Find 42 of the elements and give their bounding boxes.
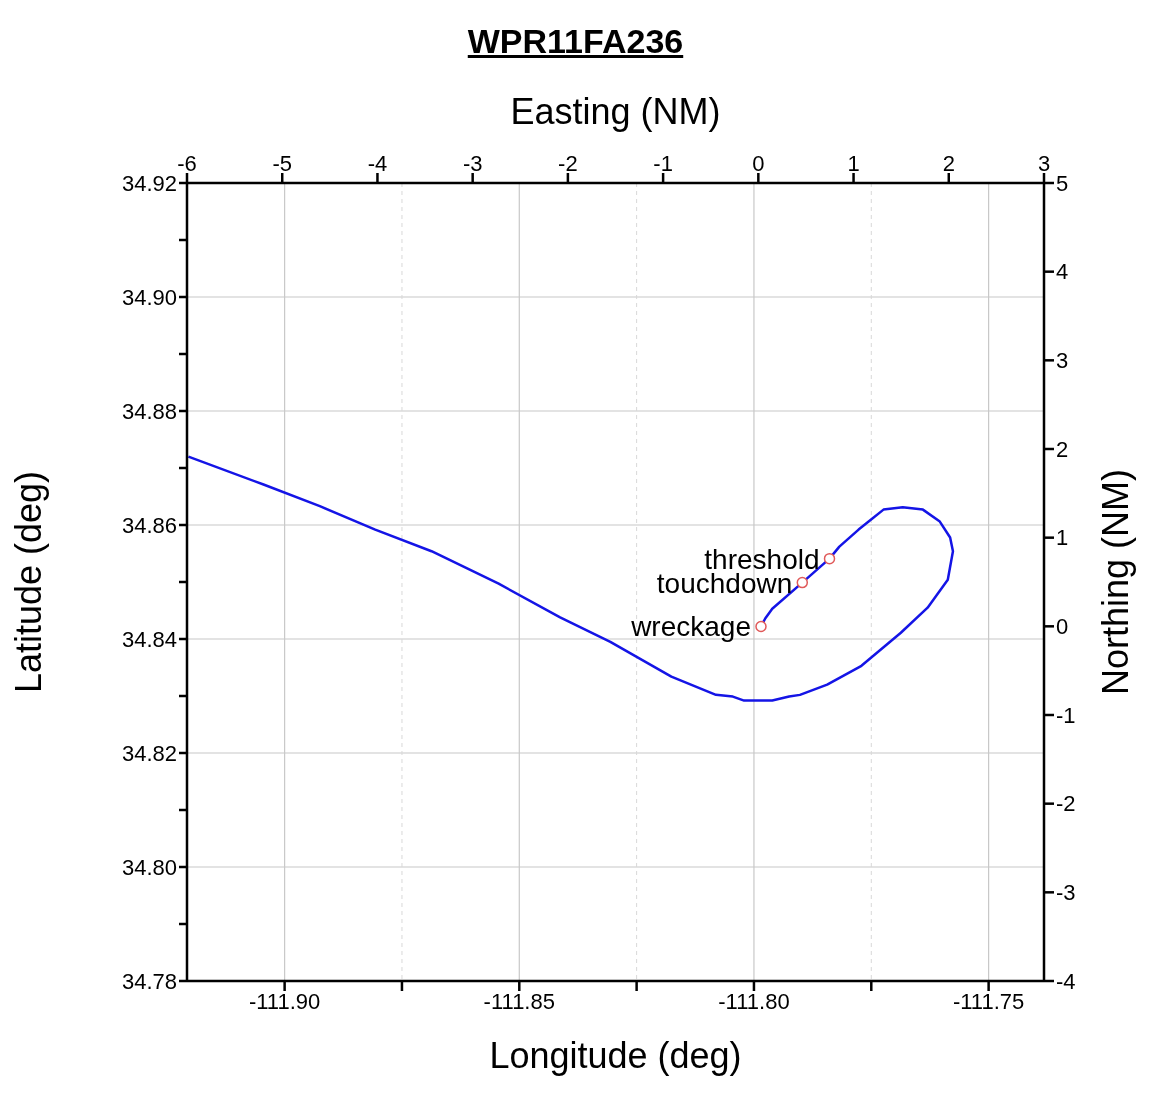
- x2-axis-title: Easting (NM): [510, 90, 721, 132]
- y2-axis-title: Northing (NM): [1094, 468, 1136, 696]
- x2-tick-label: -5: [272, 151, 292, 176]
- point: [823, 552, 836, 565]
- y2-tick-label: 5: [1056, 170, 1069, 196]
- y-tick-label: 34.92: [121, 170, 177, 196]
- x2-tick-label: -2: [558, 151, 578, 176]
- x-axis-title: Longitude (deg): [489, 1035, 742, 1076]
- annotation: wreckage: [630, 611, 751, 643]
- y-tick-label: 34.90: [121, 284, 177, 310]
- y2-tick-label: 2: [1056, 436, 1069, 462]
- y-axis-title: Latitude (deg): [7, 470, 49, 694]
- x2-tick-label: 1: [847, 151, 860, 176]
- x-tick-label: -111.80: [718, 988, 790, 1014]
- x2-tick-label: -6: [177, 151, 197, 176]
- x-tick-label: -111.75: [952, 988, 1025, 1014]
- y-tick-label: 34.82: [121, 740, 177, 766]
- x2-tick-label: 3: [1037, 151, 1051, 176]
- x-tick-label: -111.85: [483, 988, 555, 1014]
- y-tick-label: 34.78: [121, 968, 177, 994]
- chart-title: WPR11FA236: [466, 22, 685, 61]
- point: [755, 620, 767, 633]
- y-tick-label: 34.88: [121, 398, 177, 424]
- y-tick-label: 34.86: [121, 512, 177, 538]
- y2-tick-label: 1: [1056, 525, 1069, 551]
- x2-tick-label: 0: [752, 151, 765, 176]
- point: [796, 576, 809, 589]
- y2-tick-label: -4: [1056, 968, 1076, 994]
- y2-tick-label: 4: [1056, 259, 1069, 285]
- y2-tick-label: 0: [1056, 614, 1069, 640]
- y-tick-label: 34.80: [121, 854, 177, 880]
- y2-tick-label: -3: [1056, 880, 1076, 906]
- x2-tick-label: 2: [942, 151, 955, 176]
- y2-tick-label: -1: [1056, 702, 1076, 728]
- x-tick-label: -111.90: [248, 988, 321, 1014]
- x2-tick-label: -3: [462, 151, 483, 176]
- x2-tick-label: -1: [653, 151, 673, 176]
- line-series: [187, 455, 955, 702]
- y2-tick-label: -2: [1056, 791, 1076, 817]
- y2-tick-label: 3: [1056, 348, 1069, 374]
- y-tick-label: 34.84: [121, 626, 177, 652]
- x2-tick-label: -4: [367, 151, 388, 176]
